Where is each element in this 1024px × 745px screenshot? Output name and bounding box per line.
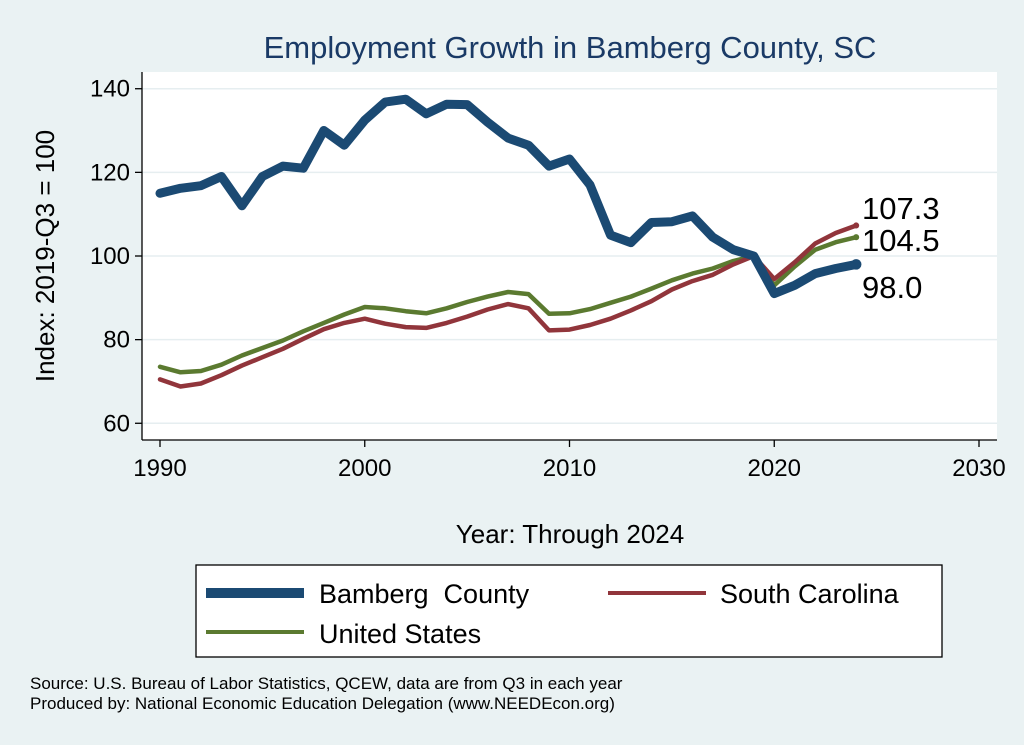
produced-by-line: Produced by: National Economic Education…: [30, 694, 615, 713]
gridlines: [142, 87, 997, 425]
x-tick-label-1990: 1990: [133, 455, 186, 482]
series-line-bamberg: [155, 94, 861, 299]
end-point-united-states: [853, 234, 860, 241]
series-line-south-carolina: [157, 223, 859, 389]
y-tick-label-100: 100: [90, 243, 130, 270]
legend-label-bamberg: Bamberg County: [319, 579, 530, 609]
y-axis-label: Index: 2019-Q3 = 100: [30, 130, 60, 382]
end-label-south-carolina: 107.3: [862, 191, 940, 226]
x-tick-label-2010: 2010: [543, 455, 596, 482]
x-axis-ticks: 1990 2000 2010 2020 2030: [133, 440, 1006, 482]
end-point-bamberg: [850, 259, 862, 270]
end-label-bamberg: 98.0: [862, 270, 922, 305]
y-tick-label-80: 80: [103, 327, 130, 354]
source-line: Source: U.S. Bureau of Labor Statistics,…: [30, 674, 623, 693]
y-tick-label-140: 140: [90, 76, 130, 103]
x-axis-label: Year: Through 2024: [456, 519, 684, 549]
legend-item-bamberg: Bamberg County: [206, 579, 530, 609]
x-tick-label-2000: 2000: [338, 455, 391, 482]
end-point-south-carolina: [853, 222, 860, 229]
legend-label-south-carolina: South Carolina: [720, 579, 900, 609]
end-label-united-states: 104.5: [862, 223, 940, 258]
y-tick-label-60: 60: [103, 410, 130, 437]
legend-item-united-states: United States: [206, 619, 481, 649]
x-tick-label-2030: 2030: [952, 455, 1005, 482]
y-axis-ticks: 60 80 100 120 140: [90, 76, 142, 437]
x-tick-label-2020: 2020: [748, 455, 801, 482]
y-tick-label-120: 120: [90, 159, 130, 186]
legend-box: [195, 564, 943, 658]
legend-label-united-states: United States: [319, 619, 481, 649]
legend-item-south-carolina: South Carolina: [608, 579, 900, 609]
chart-title: Employment Growth in Bamberg County, SC: [264, 30, 877, 65]
series-lines: [155, 94, 862, 389]
